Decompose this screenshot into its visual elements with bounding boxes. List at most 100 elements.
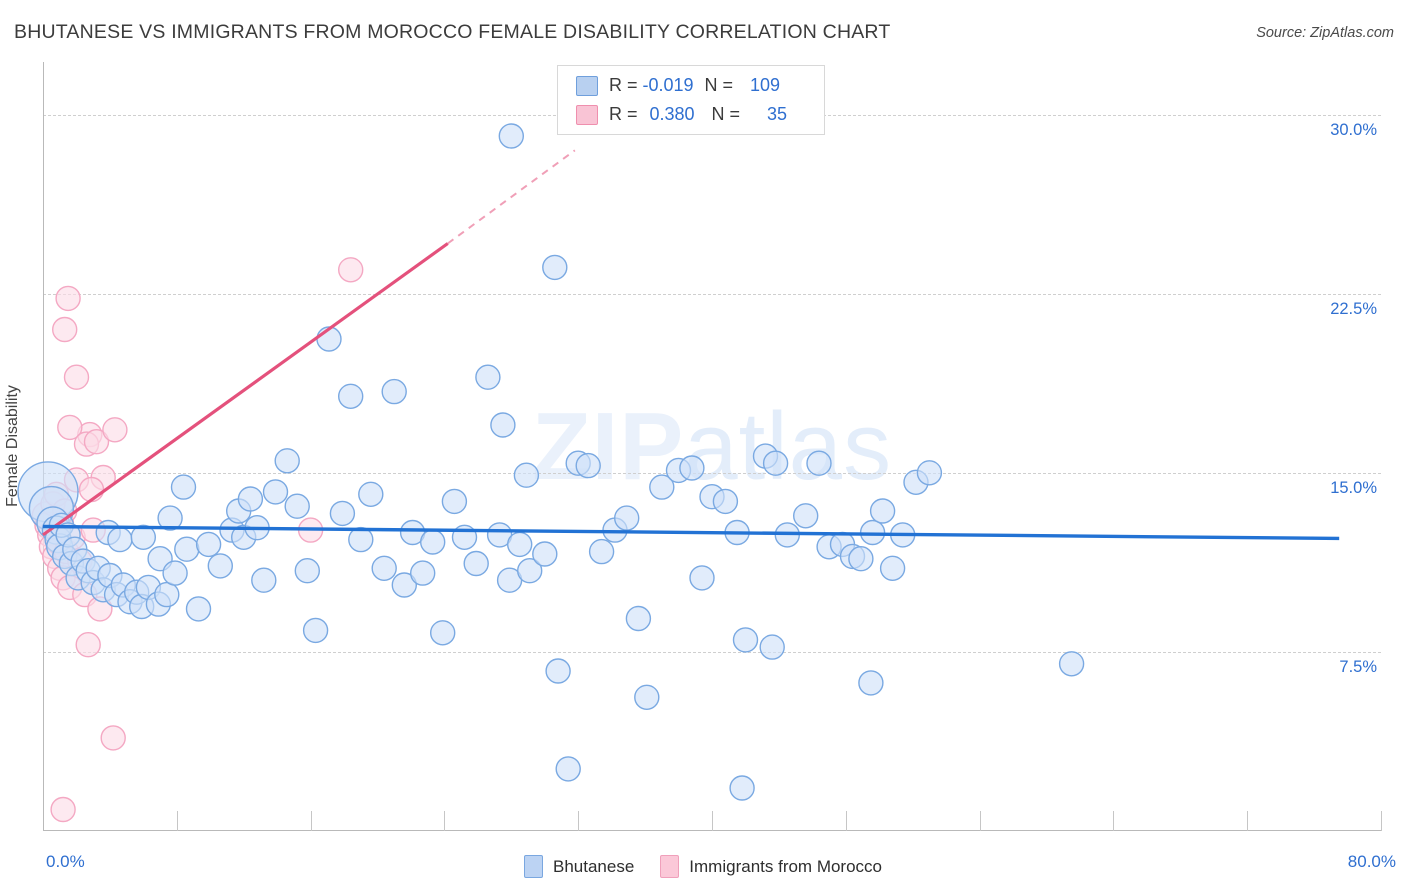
scatter-point <box>52 316 78 343</box>
scatter-point <box>507 531 533 558</box>
series-swatch-pink <box>660 855 680 878</box>
scatter-point <box>55 285 81 312</box>
series-label-morocco: Immigrants from Morocco <box>689 856 882 876</box>
y-axis-tick-label: 22.5% <box>1330 299 1377 318</box>
scatter-point <box>329 500 356 527</box>
scatter-point <box>107 526 133 553</box>
scatter-point <box>689 565 715 591</box>
x-axis-tick <box>845 811 847 831</box>
stats-legend: R = -0.019 N = 109 R = 0.380 N = 35 <box>557 65 825 135</box>
scatter-point <box>237 486 264 512</box>
scatter-point <box>57 414 83 441</box>
scatter-point <box>100 725 126 751</box>
x-axis-tick <box>712 811 713 831</box>
x-axis-tick <box>176 811 178 831</box>
scatter-point <box>916 460 943 486</box>
scatter-point <box>848 546 874 572</box>
scatter-point <box>679 455 705 481</box>
scatter-point <box>498 123 524 149</box>
scatter-point <box>170 474 197 500</box>
gridline <box>43 651 1381 653</box>
x-axis-tick <box>1247 811 1249 831</box>
scatter-point <box>542 254 568 281</box>
scatter-point <box>858 670 884 696</box>
x-axis-min-label: 0.0% <box>46 852 85 871</box>
scatter-point <box>83 429 110 455</box>
scatter-point <box>348 526 374 553</box>
scatter-point <box>545 658 571 684</box>
scatter-point <box>614 505 640 531</box>
pink-n-label: N = <box>711 104 746 124</box>
scatter-point <box>130 524 157 550</box>
y-axis-tick-label: 15.0% <box>1330 478 1377 497</box>
scatter-point <box>806 450 832 476</box>
blue-n-label: N = <box>704 75 739 95</box>
scatter-point <box>195 531 222 558</box>
scatter-point <box>157 505 183 531</box>
scatter-point <box>634 684 660 710</box>
series-legend: Bhutanese Immigrants from Morocco <box>0 855 1406 878</box>
scatter-point <box>625 605 652 632</box>
scatter-point <box>162 560 188 586</box>
scatter-point <box>649 474 675 500</box>
y-axis-tick-label: 7.5% <box>1339 657 1377 676</box>
x-axis-tick <box>1113 811 1115 831</box>
blue-r-label: R = <box>609 75 643 95</box>
blue-n-value: 109 <box>749 75 781 95</box>
scatter-point <box>588 538 615 565</box>
scatter-point <box>154 581 180 608</box>
scatter-point <box>712 488 739 515</box>
scatter-point <box>762 450 789 476</box>
gridline <box>43 293 1381 295</box>
page-title: BHUTANESE VS IMMIGRANTS FROM MOROCCO FEM… <box>14 21 891 43</box>
scatter-point <box>532 541 558 567</box>
series-legend-item-morocco[interactable]: Immigrants from Morocco <box>660 855 882 878</box>
scatter-point <box>430 620 456 646</box>
scatter-point <box>420 529 446 555</box>
stats-legend-row-pink: R = 0.380 N = 35 <box>576 100 824 129</box>
y-axis-title: Female Disability <box>3 385 21 507</box>
scatter-point <box>732 627 759 653</box>
scatter-point <box>793 503 819 529</box>
scatter-point <box>274 448 300 474</box>
scatter-point <box>517 558 543 584</box>
scatter-point <box>185 596 212 622</box>
series-legend-item-bhutanese[interactable]: Bhutanese <box>524 855 634 878</box>
scatter-point <box>302 617 329 644</box>
x-axis-tick <box>444 811 446 831</box>
scatter-point <box>338 383 364 409</box>
scatter-point <box>1058 651 1085 677</box>
scatter-point <box>174 536 200 562</box>
trendline <box>447 149 576 245</box>
scatter-point <box>371 555 397 581</box>
scatter-point <box>358 481 384 507</box>
scatter-point <box>262 479 289 505</box>
scatter-point <box>294 558 320 584</box>
x-axis-max-label: 80.0% <box>1347 852 1396 871</box>
x-axis-tick <box>578 811 580 831</box>
x-axis-tick <box>1381 811 1382 831</box>
scatter-point <box>207 553 234 579</box>
scatter-point <box>869 498 896 524</box>
scatter-point <box>78 476 105 503</box>
scatter-point <box>381 378 407 405</box>
scatter-point <box>102 417 128 443</box>
source-attribution: Source: ZipAtlas.com <box>1256 25 1394 41</box>
scatter-layer <box>17 123 1340 823</box>
y-axis-tick-label: 30.0% <box>1330 120 1377 139</box>
trendline <box>42 242 449 537</box>
gridline <box>43 472 1381 474</box>
pink-n-value: 35 <box>767 104 788 124</box>
pink-r-value: 0.380 <box>649 104 695 124</box>
scatter-point <box>50 796 76 823</box>
series-label-bhutanese: Bhutanese <box>553 856 635 876</box>
scatter-point <box>490 412 516 438</box>
scatter-point <box>729 775 755 801</box>
trendline <box>42 524 1340 541</box>
scatter-point <box>63 364 90 390</box>
scatter-point <box>284 493 310 519</box>
legend-swatch-blue <box>576 75 598 96</box>
scatter-point <box>463 550 489 577</box>
blue-r-value: -0.019 <box>642 75 694 95</box>
